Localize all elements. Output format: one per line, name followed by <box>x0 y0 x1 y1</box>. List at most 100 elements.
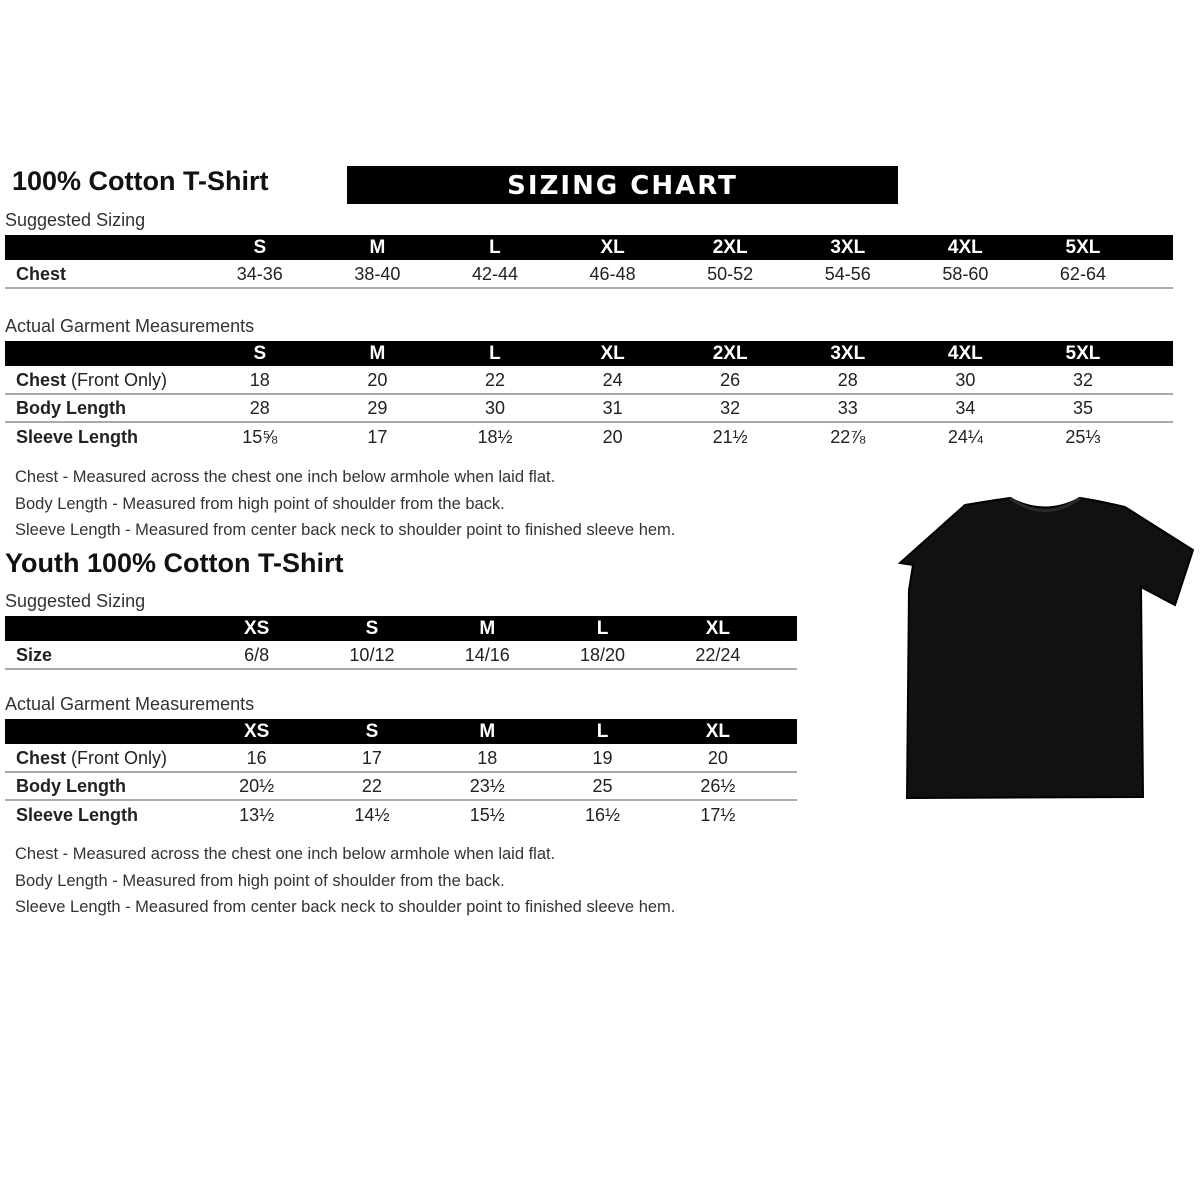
value-cell: 31 <box>602 397 623 418</box>
size-header-3xl: 3XL <box>830 236 866 258</box>
value-cell: 28 <box>249 397 270 418</box>
row-label-text: Body Length <box>16 775 126 796</box>
row-label-text: Sleeve Length <box>16 426 139 447</box>
size-header-row: XS S M L XL <box>5 616 797 641</box>
size-header-row: S M L XL 2XL 3XL 4XL 5XL <box>5 235 1173 260</box>
row-label: Chest (Front Only) <box>5 370 201 391</box>
value-cell: 22⅞ <box>830 426 866 447</box>
row-label-qualifier: (Front Only) <box>66 747 168 768</box>
value-cell: 16½ <box>585 804 621 825</box>
value-cell: 18/20 <box>580 644 626 665</box>
value-cell: 22 <box>484 369 505 390</box>
size-header-row: S M L XL 2XL 3XL 4XL 5XL <box>5 341 1173 366</box>
value-cell: 23½ <box>469 775 505 796</box>
size-header-2xl: 2XL <box>712 342 748 364</box>
value-cell: 50-52 <box>707 263 754 284</box>
size-header-m: M <box>479 720 496 742</box>
adult-suggested-table: S M L XL 2XL 3XL 4XL 5XL Chest 34-36 38-40 42-44 46-… <box>5 235 1173 289</box>
value-cell: 15½ <box>469 804 505 825</box>
adult-notes: Chest - Measured across the chest one in… <box>15 464 675 544</box>
table-row: Chest (Front Only) 16 17 18 19 20 <box>5 745 797 773</box>
value-cell: 26 <box>720 369 741 390</box>
adult-actual-label: Actual Garment Measurements <box>5 316 255 336</box>
value-cell: 20 <box>602 426 623 447</box>
value-cell: 6/8 <box>244 644 270 665</box>
t-shirt-icon <box>897 496 1195 800</box>
size-header-xs: XS <box>243 720 270 742</box>
youth-suggested-table: XS S M L XL Size 6/8 10/12 14/16 18/20 22/24 <box>5 616 797 670</box>
value-cell: 14/16 <box>464 644 510 665</box>
value-cell: 18 <box>477 747 498 768</box>
value-cell: 46-48 <box>589 263 636 284</box>
value-cell: 62-64 <box>1059 263 1106 284</box>
value-cell: 26½ <box>700 775 736 796</box>
row-label-qualifier: (Front Only) <box>66 369 168 390</box>
row-label: Body Length <box>5 398 201 419</box>
value-cell: 13½ <box>239 804 275 825</box>
value-cell: 32 <box>720 397 741 418</box>
size-header-4xl: 4XL <box>947 342 983 364</box>
value-cell: 33 <box>837 397 858 418</box>
size-header-s: S <box>253 236 267 258</box>
youth-actual-label: Actual Garment Measurements <box>5 694 255 714</box>
row-label-text: Sleeve Length <box>16 804 139 825</box>
size-header-4xl: 4XL <box>947 236 983 258</box>
row-label: Body Length <box>5 776 199 797</box>
value-cell: 20 <box>707 747 728 768</box>
row-label: Chest (Front Only) <box>5 748 199 769</box>
value-cell: 34 <box>955 397 976 418</box>
size-header-xl: XL <box>600 342 625 364</box>
row-label-text: Chest <box>16 369 67 390</box>
youth-suggested-label: Suggested Sizing <box>5 591 146 611</box>
value-cell: 24¼ <box>947 426 983 447</box>
table-row: Chest 34-36 38-40 42-44 46-48 50-52 54-56 58-60… <box>5 261 1173 289</box>
note-body-length: Body Length - Measured from high point o… <box>15 871 505 890</box>
value-cell: 16 <box>246 747 267 768</box>
size-header-2xl: 2XL <box>712 236 748 258</box>
value-cell: 17 <box>361 747 382 768</box>
size-header-xl: XL <box>705 617 730 639</box>
note-chest: Chest - Measured across the chest one in… <box>15 468 556 486</box>
row-label-text: Body Length <box>16 397 126 418</box>
value-cell: 30 <box>955 369 976 390</box>
row-label-text: Chest <box>16 747 67 768</box>
youth-actual-table: XS S M L XL Chest (Front Only) 16 17 18 19 20 Body … <box>5 719 797 829</box>
value-cell: 17 <box>367 426 388 447</box>
size-header-m: M <box>369 342 386 364</box>
adult-actual-table: S M L XL 2XL 3XL 4XL 5XL Chest (Front Only) 18 20 2… <box>5 341 1173 451</box>
size-header-row: XS S M L XL <box>5 719 797 744</box>
note-body-length: Body Length - Measured from high point o… <box>15 494 505 513</box>
table-row: Body Length 20½ 22 23½ 25 26½ <box>5 773 797 801</box>
size-header-5xl: 5XL <box>1065 236 1101 258</box>
size-header-5xl: 5XL <box>1065 342 1101 364</box>
value-cell: 38-40 <box>354 263 401 284</box>
youth-title: Youth 100% Cotton T-Shirt <box>5 548 344 578</box>
value-cell: 10/12 <box>349 644 395 665</box>
size-header-m: M <box>369 236 386 258</box>
value-cell: 20½ <box>239 775 275 796</box>
value-cell: 22 <box>361 775 382 796</box>
value-cell: 29 <box>367 397 388 418</box>
value-cell: 14½ <box>354 804 390 825</box>
size-header-s: S <box>365 720 379 742</box>
size-header-s: S <box>365 617 379 639</box>
size-header-l: L <box>489 342 501 364</box>
note-sleeve-length: Sleeve Length - Measured from center bac… <box>15 521 676 539</box>
table-row: Sleeve Length 13½ 14½ 15½ 16½ 17½ <box>5 801 797 829</box>
table-row: Sleeve Length 15⅝ 17 18½ 20 21½ 22⅞ 24¼ 25⅓ <box>5 423 1173 451</box>
value-cell: 54-56 <box>824 263 871 284</box>
size-header-l: L <box>596 617 609 639</box>
sizing-chart-banner: SIZING CHART <box>347 166 898 204</box>
row-label: Size <box>5 645 199 666</box>
value-cell: 42-44 <box>471 263 518 284</box>
value-cell: 35 <box>1072 397 1093 418</box>
youth-notes: Chest - Measured across the chest one in… <box>15 841 675 921</box>
value-cell: 21½ <box>712 426 748 447</box>
value-cell: 15⅝ <box>242 426 278 447</box>
value-cell: 25⅓ <box>1065 426 1101 447</box>
row-label: Sleeve Length <box>5 805 199 826</box>
value-cell: 18½ <box>477 426 513 447</box>
value-cell: 30 <box>484 397 505 418</box>
value-cell: 32 <box>1072 369 1093 390</box>
table-row: Body Length 28 29 30 31 32 33 34 35 <box>5 395 1173 423</box>
